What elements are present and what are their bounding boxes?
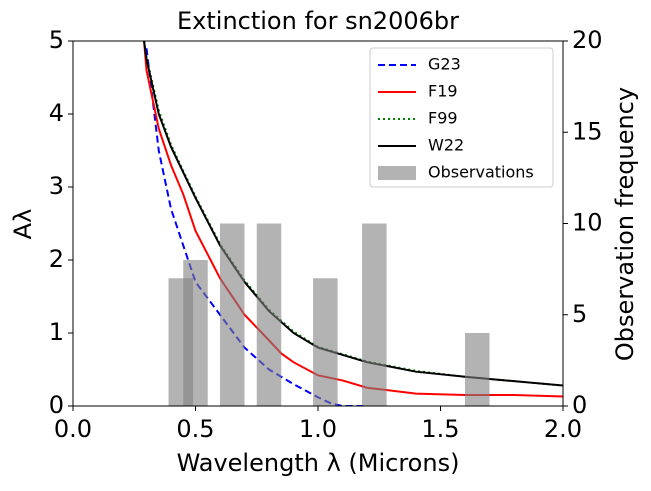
legend-label: Observations — [428, 163, 534, 182]
y2-axis-label: Observation frequency — [611, 87, 639, 361]
bar — [183, 260, 208, 406]
y-tick-label: 3 — [49, 172, 64, 200]
y2-tick-label: 10 — [572, 209, 603, 237]
y-tick-label: 2 — [49, 245, 64, 273]
x-tick-label: 0.5 — [176, 415, 214, 443]
bar — [362, 223, 387, 406]
y-tick-label: 1 — [49, 318, 64, 346]
y-tick-label: 0 — [49, 391, 64, 419]
bar — [465, 333, 490, 406]
x-tick-label: 1.0 — [299, 415, 337, 443]
y2-tick-label: 15 — [572, 117, 603, 145]
legend-label: F99 — [428, 109, 458, 128]
y2-tick-label: 20 — [572, 26, 603, 54]
x-axis-label: Wavelength λ (Microns) — [177, 449, 460, 477]
x-tick-label: 2.0 — [544, 415, 582, 443]
y-tick-label: 5 — [49, 26, 64, 54]
bar — [220, 223, 245, 406]
chart-title: Extinction for sn2006br — [177, 7, 459, 35]
y2-tick-label: 0 — [572, 391, 587, 419]
legend: G23 F19 F99 W22 Observations — [369, 47, 554, 188]
y-tick-label: 4 — [49, 99, 64, 127]
plot-area — [143, 41, 563, 406]
bar — [313, 278, 338, 406]
legend-label: F19 — [428, 82, 458, 101]
legend-label: W22 — [428, 136, 464, 155]
bar — [256, 223, 282, 406]
x-tick-label: 0.0 — [54, 415, 92, 443]
legend-label: G23 — [428, 55, 461, 74]
y-axis-label: Aλ — [9, 209, 37, 240]
x-tick-label: 1.5 — [421, 415, 459, 443]
y2-tick-label: 5 — [572, 300, 587, 328]
legend-swatch — [378, 166, 416, 180]
legend-box — [369, 47, 554, 188]
